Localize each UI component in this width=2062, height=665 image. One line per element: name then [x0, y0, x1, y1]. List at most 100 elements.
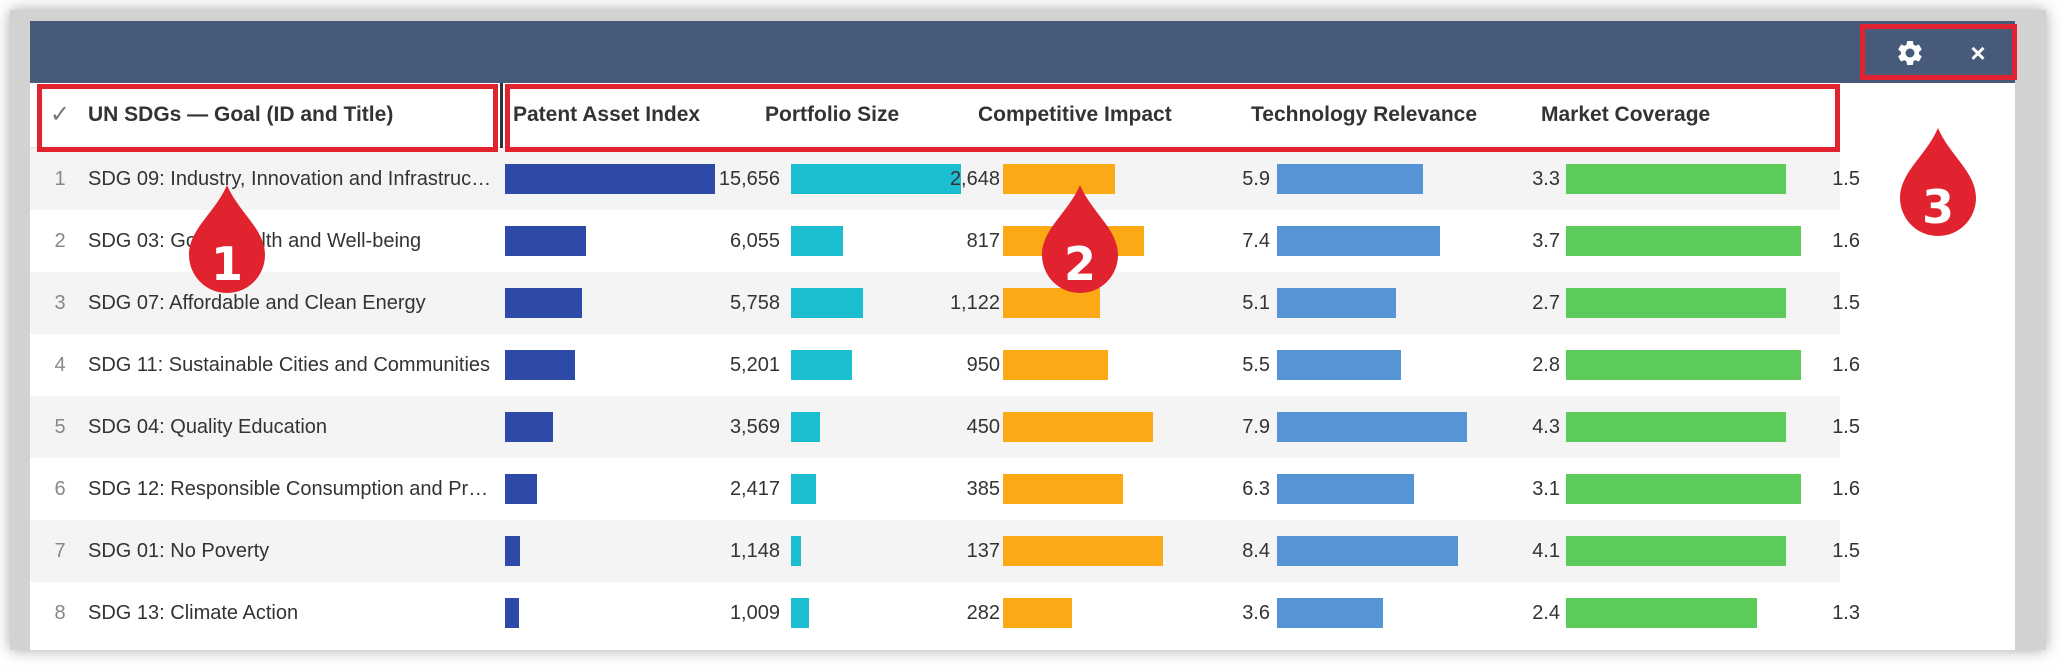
patent-asset-index-value: 15,656 [718, 168, 780, 190]
close-button[interactable]: × [1960, 35, 1996, 71]
competitive-impact-value: 8.4 [1242, 540, 1270, 562]
market-coverage-value: 1.6 [1832, 230, 1860, 252]
table-row[interactable]: 4 SDG 11: Sustainable Cities and Communit… [30, 334, 1860, 396]
table-row[interactable]: 1 SDG 09: Industry, Innovation and Infras… [30, 148, 1860, 210]
market-coverage-value: 1.5 [1832, 168, 1860, 190]
patent-asset-index-bar [505, 598, 519, 628]
patent-asset-index-value: 2,417 [729, 478, 780, 500]
competitive-impact-bar [1003, 412, 1153, 442]
patent-asset-index-bar [505, 474, 537, 504]
technology-relevance-value: 3.7 [1532, 230, 1560, 252]
market-coverage-value: 1.6 [1832, 478, 1860, 500]
technology-relevance-value: 4.3 [1532, 416, 1560, 438]
goal-title[interactable]: SDG 13: Climate Action [88, 602, 299, 624]
portfolio-size-bar [791, 288, 863, 318]
portfolio-size-bar [791, 412, 820, 442]
technology-relevance-value: 2.4 [1532, 602, 1560, 624]
goal-title[interactable]: SDG 12: Responsible Consumption and Pro… [88, 478, 496, 500]
dashboard-window: × ✓ UN SDGs — Goal (ID and Title) Patent… [30, 21, 2015, 650]
table-row[interactable]: 5 SDG 04: Quality Education 3,569 450 7.9 4.3… [30, 396, 1860, 458]
market-coverage-bar [1566, 412, 1786, 442]
row-index: 1 [54, 168, 66, 190]
goal-title[interactable]: SDG 07: Affordable and Clean Energy [88, 292, 426, 314]
competitive-impact-value: 5.1 [1242, 292, 1270, 314]
patent-asset-index-value: 5,758 [729, 292, 780, 314]
technology-relevance-value: 2.8 [1532, 354, 1560, 376]
competitive-impact-value: 5.9 [1242, 168, 1270, 190]
competitive-impact-value: 7.4 [1242, 230, 1270, 252]
row-index: 8 [54, 602, 66, 624]
table-header: ✓ UN SDGs — Goal (ID and Title) Patent A… [30, 83, 1840, 148]
competitive-impact-value: 7.9 [1242, 416, 1270, 438]
row-index: 5 [54, 416, 66, 438]
competitive-impact-value: 3.6 [1242, 602, 1270, 624]
patent-asset-index-bar [505, 412, 553, 442]
market-coverage-bar [1566, 226, 1801, 256]
market-coverage-bar [1566, 536, 1786, 566]
column-header-portfolio-size[interactable]: Portfolio Size [765, 103, 900, 126]
market-coverage-bar [1566, 474, 1801, 504]
technology-relevance-value: 3.3 [1532, 168, 1560, 190]
close-icon: × [1970, 37, 1986, 68]
portfolio-size-bar [791, 536, 801, 566]
technology-relevance-bar [1277, 474, 1414, 504]
patent-asset-index-value: 3,569 [729, 416, 780, 438]
goal-title[interactable]: SDG 03: Good Health and Well-being [88, 230, 422, 252]
patent-asset-index-bar [505, 288, 582, 318]
check-icon[interactable]: ✓ [50, 101, 71, 128]
competitive-impact-bar [1003, 226, 1144, 256]
column-header-competitive-impact[interactable]: Competitive Impact [978, 103, 1172, 126]
table-row[interactable]: 3 SDG 07: Affordable and Clean Energy 5,75… [30, 272, 1860, 334]
goal-title[interactable]: SDG 04: Quality Education [88, 416, 328, 438]
portfolio-size-value: 385 [966, 478, 1000, 500]
portfolio-size-bar [791, 164, 961, 194]
competitive-impact-bar [1003, 350, 1108, 380]
column-header-goal[interactable]: UN SDGs — Goal (ID and Title) [88, 103, 394, 126]
portfolio-size-value: 282 [966, 602, 1000, 624]
column-header-technology-relevance[interactable]: Technology Relevance [1251, 103, 1478, 126]
goal-title[interactable]: SDG 11: Sustainable Cities and Communiti… [88, 354, 491, 376]
technology-relevance-value: 4.1 [1532, 540, 1560, 562]
portfolio-size-value: 817 [966, 230, 1000, 252]
column-header-market-coverage[interactable]: Market Coverage [1541, 103, 1711, 126]
patent-asset-index-bar [505, 164, 715, 194]
portfolio-size-value: 450 [966, 416, 1000, 438]
goal-title[interactable]: SDG 01: No Poverty [88, 540, 270, 562]
goal-title[interactable]: SDG 09: Industry, Innovation and Infrast… [88, 168, 492, 190]
technology-relevance-bar [1277, 226, 1440, 256]
column-header-patent-asset-index[interactable]: Patent Asset Index [513, 103, 701, 126]
patent-asset-index-value: 1,009 [729, 602, 780, 624]
table-row[interactable]: 8 SDG 13: Climate Action 1,009 282 3.6 2.4 1.3 [30, 582, 1860, 644]
table-row[interactable]: 7 SDG 01: No Poverty 1,148 137 8.4 4.1 1.5 [30, 520, 1860, 582]
competitive-impact-value: 6.3 [1242, 478, 1270, 500]
patent-asset-index-value: 5,201 [729, 354, 780, 376]
portfolio-size-bar [791, 474, 816, 504]
table-row[interactable]: 2 SDG 03: Good Health and Well-being 6,055… [30, 210, 1860, 272]
table-row[interactable]: 6 SDG 12: Responsible Consumption and Pro… [30, 458, 1860, 520]
competitive-impact-bar [1003, 164, 1115, 194]
portfolio-size-value: 950 [966, 354, 1000, 376]
market-coverage-bar [1566, 288, 1786, 318]
market-coverage-bar [1566, 164, 1786, 194]
patent-asset-index-value: 6,055 [729, 230, 780, 252]
market-coverage-bar [1566, 598, 1757, 628]
market-coverage-bar [1566, 350, 1801, 380]
market-coverage-value: 1.6 [1832, 354, 1860, 376]
row-index: 4 [54, 354, 66, 376]
row-index: 6 [54, 478, 66, 500]
row-index: 7 [54, 540, 66, 562]
column-resize-handle[interactable] [500, 83, 503, 155]
portfolio-size-bar [791, 350, 852, 380]
patent-asset-index-bar [505, 350, 575, 380]
competitive-impact-bar [1003, 536, 1163, 566]
portfolio-size-bar [791, 598, 809, 628]
portfolio-size-value: 1,122 [949, 292, 1000, 314]
settings-button[interactable] [1892, 35, 1928, 71]
gear-icon [1898, 40, 1922, 65]
patent-asset-index-bar [505, 226, 586, 256]
competitive-impact-bar [1003, 598, 1072, 628]
competitive-impact-bar [1003, 474, 1123, 504]
technology-relevance-value: 2.7 [1532, 292, 1560, 314]
competitive-impact-bar [1003, 288, 1100, 318]
row-index: 2 [54, 230, 66, 252]
